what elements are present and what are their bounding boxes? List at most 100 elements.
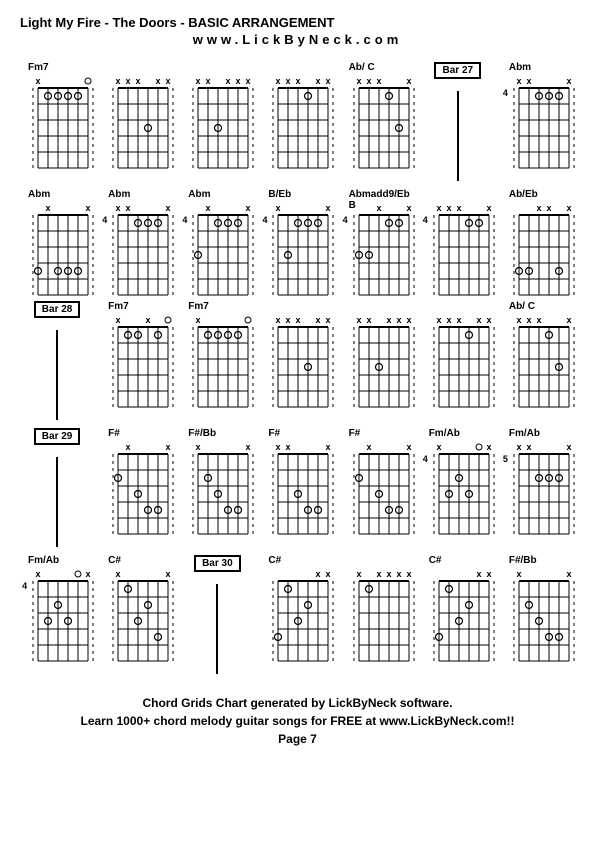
svg-text:x: x — [406, 315, 411, 325]
svg-text:x: x — [136, 76, 141, 86]
chord-diagram: Fm/Abxx4 — [421, 428, 495, 547]
chord-diagram: xxxxx — [421, 301, 495, 420]
chord-diagram: xxxxx — [260, 62, 334, 181]
svg-text:x: x — [326, 315, 331, 325]
chord-label: Abm — [108, 189, 130, 203]
fretboard: xx — [353, 442, 403, 532]
fretboard: xxxxx — [353, 569, 403, 659]
fretboard: xxxxx — [353, 315, 403, 405]
svg-text:x: x — [316, 76, 321, 86]
fretboard: xxxxx — [272, 315, 322, 405]
fretboard: xxxxx — [112, 76, 162, 166]
chord-label: Fm/Ab — [509, 428, 540, 442]
chord-diagram: C#xx — [421, 555, 495, 674]
svg-text:x: x — [286, 315, 291, 325]
svg-text:x: x — [566, 203, 571, 213]
chord-diagram: Abmxx — [20, 189, 94, 293]
chord-diagram: Abmxx4 — [180, 189, 254, 293]
svg-text:x: x — [386, 569, 391, 579]
chord-label: Abm — [28, 189, 50, 203]
svg-text:x: x — [516, 315, 521, 325]
svg-text:x: x — [566, 442, 571, 452]
svg-text:x: x — [116, 203, 121, 213]
page-subtitle: www.LickByNeck.com — [20, 32, 575, 47]
chord-label: F# — [108, 428, 120, 442]
svg-text:x: x — [196, 442, 201, 452]
fretboard: xxxxx — [433, 315, 483, 405]
chord-diagram: F#xxx — [260, 428, 334, 547]
svg-text:x: x — [86, 203, 91, 213]
chord-diagram: xxxxx — [341, 555, 415, 674]
chord-diagram: Abmxxx4 — [100, 189, 174, 293]
svg-text:x: x — [166, 569, 171, 579]
svg-text:x: x — [436, 315, 441, 325]
svg-text:x: x — [166, 203, 171, 213]
svg-text:x: x — [246, 203, 251, 213]
chord-label: F# — [268, 428, 280, 442]
chord-label: Fm7 — [28, 62, 49, 76]
svg-text:x: x — [526, 315, 531, 325]
fretboard: xx4 — [353, 203, 403, 293]
svg-text:x: x — [396, 315, 401, 325]
svg-text:x: x — [276, 203, 281, 213]
footer-line-1: Chord Grids Chart generated by LickByNec… — [20, 694, 575, 712]
fretboard: x — [192, 315, 242, 405]
fret-number: 4 — [343, 215, 348, 225]
chord-diagram: xxxx4 — [421, 189, 495, 293]
chord-label: Abm — [509, 62, 531, 76]
svg-text:x: x — [366, 315, 371, 325]
svg-text:x: x — [246, 442, 251, 452]
svg-text:x: x — [156, 76, 161, 86]
chord-label: Abmadd9/Eb B — [349, 189, 415, 203]
bar-marker: Bar 27 — [421, 62, 495, 181]
svg-text:x: x — [86, 569, 91, 579]
svg-text:x: x — [536, 315, 541, 325]
fretboard: xx4 — [192, 203, 242, 293]
chord-label: F# — [349, 428, 361, 442]
fretboard: xx4 — [272, 203, 322, 293]
fretboard: xxxx — [513, 315, 563, 405]
svg-text:x: x — [436, 203, 441, 213]
chord-diagram: Ab/ Cxxxx — [501, 301, 575, 420]
svg-text:x: x — [36, 569, 41, 579]
svg-text:x: x — [516, 569, 521, 579]
svg-text:x: x — [356, 315, 361, 325]
chord-diagram: F#xx — [341, 428, 415, 547]
chord-label: Ab/Eb — [509, 189, 538, 203]
fretboard: xxxx — [353, 76, 403, 166]
svg-text:x: x — [406, 76, 411, 86]
bar-marker: Bar 28 — [20, 301, 94, 420]
svg-text:x: x — [376, 203, 381, 213]
fretboard: xxx5 — [513, 442, 563, 532]
chord-label: C# — [108, 555, 121, 569]
fret-number: 5 — [503, 454, 508, 464]
bar-marker: Bar 30 — [180, 555, 254, 674]
svg-text:x: x — [316, 315, 321, 325]
fretboard: xxx4 — [513, 76, 563, 166]
chord-diagram: Fm7xx — [100, 301, 174, 420]
fret-number: 4 — [423, 215, 428, 225]
chord-grid: Fm7xxxxxxxxxxxxxxxxAb/ CxxxxBar 27Abmxxx… — [20, 62, 575, 674]
svg-text:x: x — [566, 76, 571, 86]
svg-text:x: x — [486, 569, 491, 579]
chord-label: Ab/ C — [509, 301, 535, 315]
chord-diagram: xxxxx — [341, 301, 415, 420]
fretboard: xx — [32, 203, 82, 293]
fretboard: xx — [433, 569, 483, 659]
svg-text:x: x — [226, 76, 231, 86]
fret-number: 4 — [423, 454, 428, 464]
chord-label: C# — [268, 555, 281, 569]
svg-text:x: x — [246, 76, 251, 86]
bar-label: Bar 29 — [34, 428, 81, 445]
chord-label: F#/Bb — [188, 428, 216, 442]
svg-text:x: x — [116, 76, 121, 86]
bar-label: Bar 30 — [194, 555, 241, 572]
bar-marker: Bar 29 — [20, 428, 94, 547]
chord-label: F#/Bb — [509, 555, 537, 569]
chord-diagram: Abmxxx4 — [501, 62, 575, 181]
chord-diagram: Abmadd9/Eb Bxx4 — [341, 189, 415, 293]
chord-diagram: Ab/ Cxxxx — [341, 62, 415, 181]
svg-text:x: x — [286, 442, 291, 452]
chord-diagram: C#xx — [100, 555, 174, 674]
chord-diagram: F#/Bbxx — [180, 428, 254, 547]
